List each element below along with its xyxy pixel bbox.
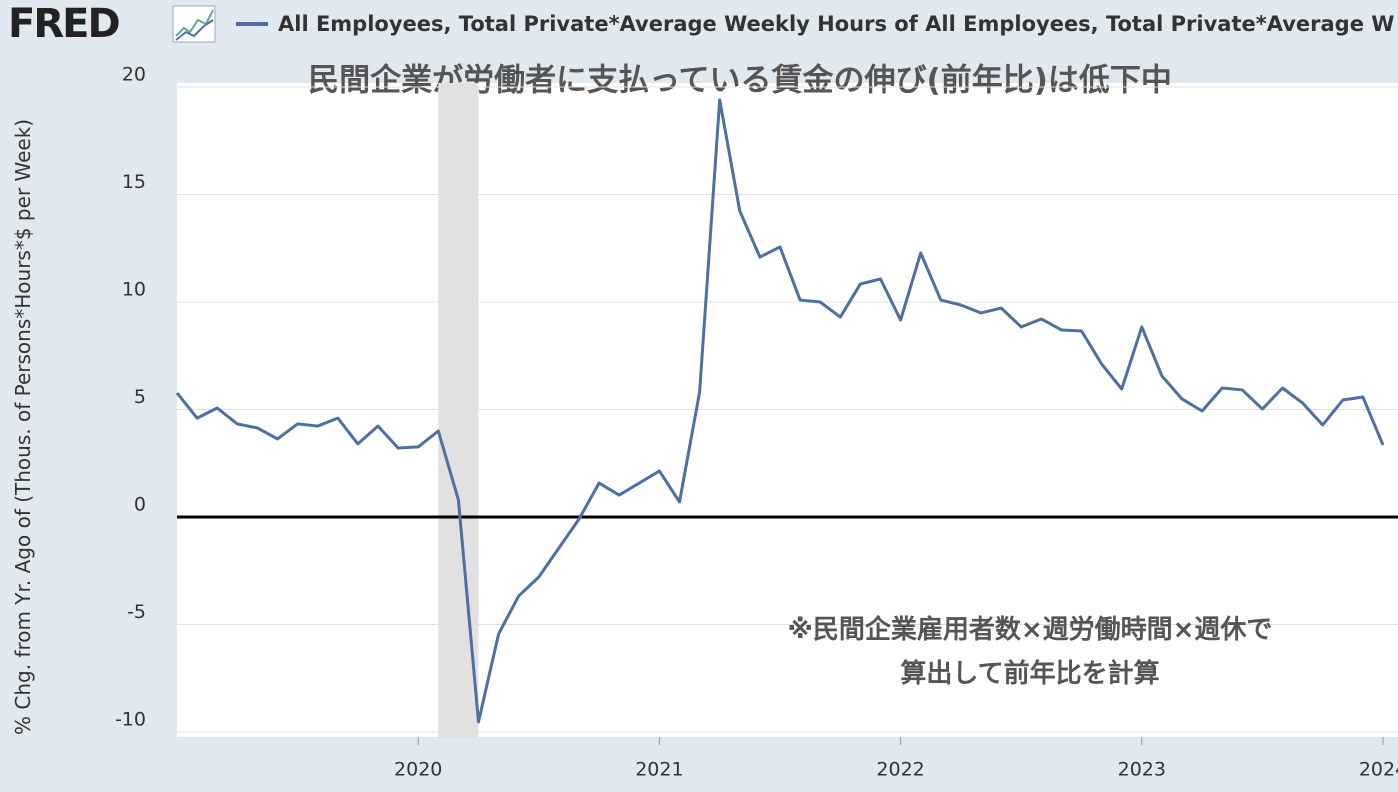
- legend-label: All Employees, Total Private*Average Wee…: [278, 12, 1394, 36]
- y-tick-label: 5: [134, 386, 146, 408]
- y-tick-label: 20: [122, 64, 146, 86]
- x-tick-label: 2024: [1359, 759, 1398, 781]
- y-axis-label: % Chg. from Yr. Ago of (Thous. of Person…: [11, 118, 35, 735]
- x-tick-label: 2022: [876, 759, 924, 781]
- chart-title: 民間企業が労働者に支払っている賃金の伸び(前年比)は低下中: [308, 63, 1172, 99]
- annotation: ※民間企業雇用者数×週労働時間×週休で 算出して前年比を計算: [787, 615, 1273, 689]
- series-line: [175, 98, 1385, 724]
- x-tick-label: 2020: [394, 759, 442, 781]
- logo: FRED: [8, 1, 119, 47]
- x-tick-label: 2023: [1118, 759, 1166, 781]
- y-tick-label: 10: [122, 279, 146, 301]
- logo-icon: [172, 5, 216, 43]
- y-tick-label: -10: [115, 709, 146, 731]
- y-tick-label: 15: [122, 171, 146, 193]
- y-tick-label: 0: [134, 494, 146, 516]
- y-tick-label: -5: [127, 601, 146, 623]
- x-tick-label: 2021: [635, 759, 683, 781]
